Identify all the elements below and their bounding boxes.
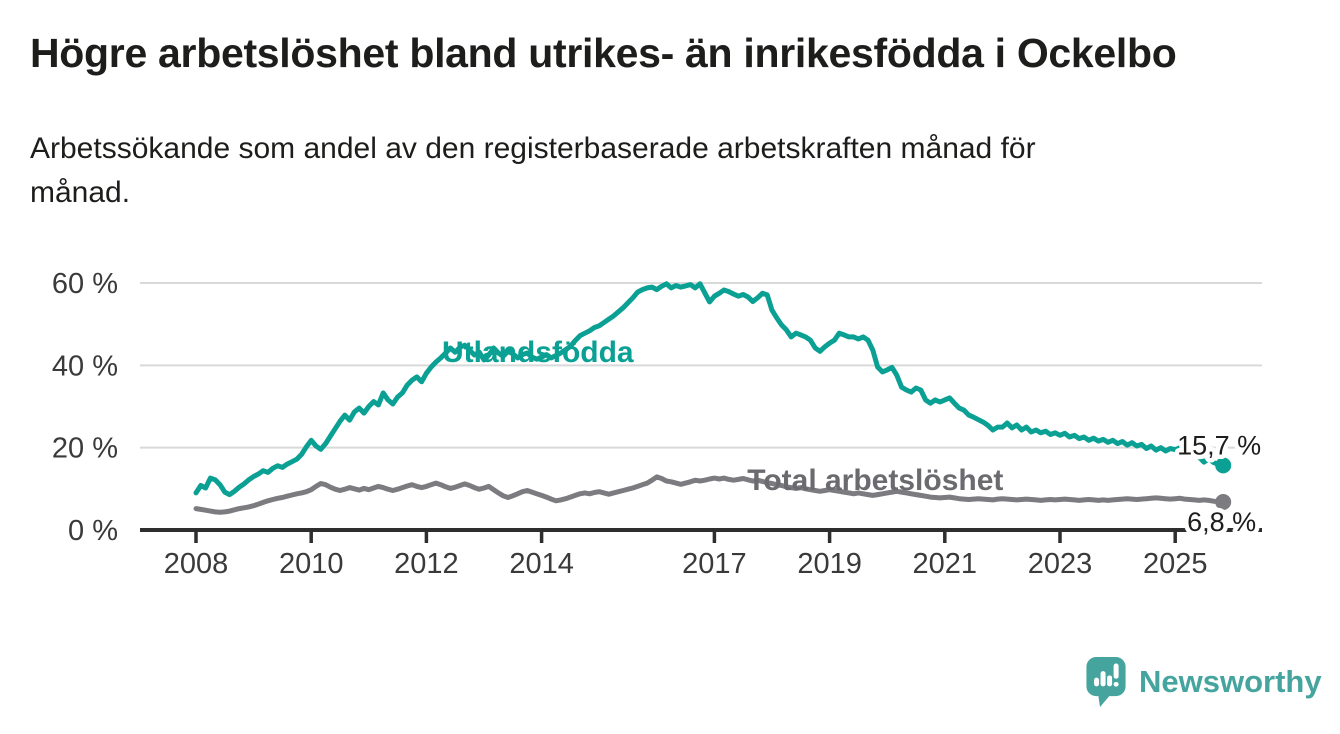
newsworthy-logo: Newsworthy [1086, 656, 1322, 708]
x-axis-label-2021: 2021 [913, 548, 978, 580]
x-axis-label-2014: 2014 [509, 548, 574, 580]
end-dot-total-arbetsl-shet [1215, 494, 1232, 511]
page-title: Högre arbetslöshet bland utrikes- än inr… [30, 30, 1177, 76]
x-axis-label-2010: 2010 [279, 548, 344, 580]
series-label-utlandsf-dda: Utlandsfödda [442, 336, 634, 369]
chart-subtitle: Arbetssökande som andel av den registerb… [30, 127, 1250, 215]
x-axis-label-2017: 2017 [682, 548, 747, 580]
x-axis-label-2012: 2012 [394, 548, 459, 580]
series-line-total-arbetsl-shet [193, 474, 1226, 515]
end-annotation-total-arbetsl-shet: 6,8 % [1187, 507, 1256, 537]
chart-subtitle-line-1: Arbetssökande som andel av den registerb… [30, 132, 1036, 165]
end-annotation-halo-utlandsf-dda: 15,7 % [1177, 430, 1261, 460]
y-axis-label-60: 60 % [52, 268, 118, 300]
x-axis-label-2023: 2023 [1028, 548, 1093, 580]
chart-subtitle-line-2: månad. [30, 176, 131, 209]
y-axis-label-20: 20 % [52, 433, 118, 465]
speech-bubble-bar-chart-icon [1086, 657, 1126, 707]
end-dot-utlandsf-dda [1215, 457, 1232, 474]
y-axis-label-40: 40 % [52, 350, 118, 382]
x-axis-label-2008: 2008 [164, 548, 229, 580]
series-line-utlandsf-dda [193, 281, 1226, 498]
y-axis-label-0: 0 % [68, 515, 118, 547]
x-axis-label-2019: 2019 [797, 548, 862, 580]
x-axis-label-2025: 2025 [1143, 548, 1208, 580]
newsworthy-logo-text: Newsworthy [1139, 664, 1322, 699]
series-label-total-arbetsl-shet: Total arbetslöshet [747, 464, 1003, 497]
end-annotation-utlandsf-dda: 15,7 % [1177, 430, 1261, 460]
end-annotation-halo-total-arbetsl-shet: 6,8 % [1187, 507, 1256, 537]
